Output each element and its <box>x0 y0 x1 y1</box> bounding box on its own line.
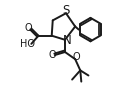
Text: N: N <box>63 34 72 47</box>
Text: O: O <box>48 50 56 60</box>
Text: O: O <box>25 23 32 33</box>
Text: HO: HO <box>20 39 35 49</box>
Text: O: O <box>72 52 80 62</box>
Text: S: S <box>63 4 70 17</box>
